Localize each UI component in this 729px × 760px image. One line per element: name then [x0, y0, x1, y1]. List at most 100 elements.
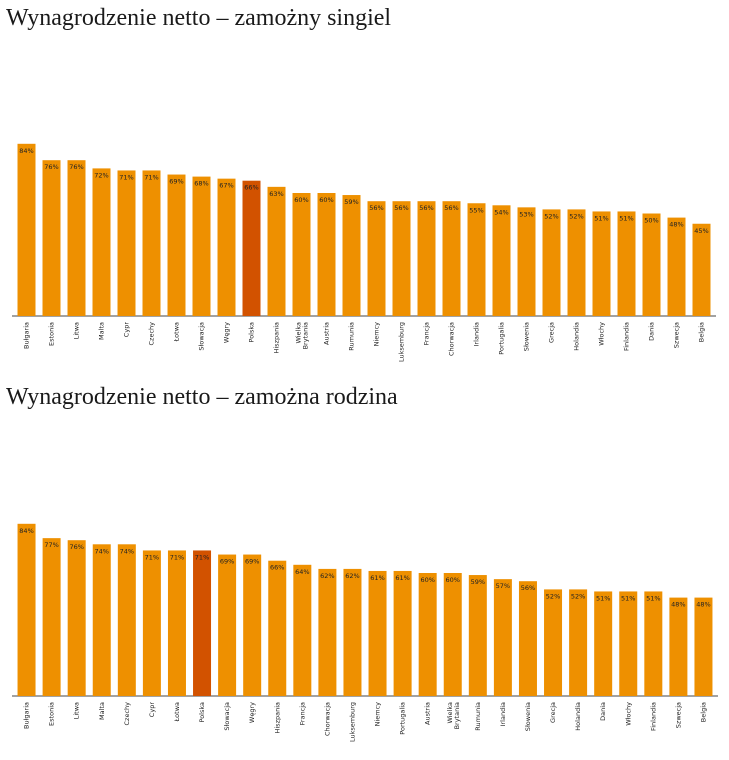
data-label: 69%	[220, 558, 234, 566]
category-label: Słowacja	[223, 702, 231, 731]
category-label: Portugalia	[498, 322, 506, 355]
category-label: Szwecja	[673, 322, 681, 348]
data-label: 69%	[169, 178, 183, 186]
data-label: 67%	[219, 182, 233, 190]
category-label: Hiszpania	[273, 322, 281, 354]
data-label: 62%	[345, 572, 359, 580]
bar-6	[142, 550, 161, 696]
category-label: Cypr	[148, 702, 156, 718]
bar-25	[617, 211, 636, 316]
category-label: Węgry	[223, 322, 231, 343]
bar-4	[92, 544, 111, 696]
category-label: Niemcy	[373, 322, 381, 347]
bar-3	[67, 540, 86, 696]
bar-12	[292, 193, 311, 316]
data-label: 64%	[295, 568, 309, 576]
category-label: Łotwa	[173, 322, 181, 342]
data-label: 50%	[644, 217, 658, 225]
data-label: 53%	[519, 210, 533, 218]
category-label: Luksemburg	[348, 702, 356, 742]
data-label: 71%	[119, 173, 133, 181]
data-label: 56%	[419, 204, 433, 212]
data-label: 60%	[319, 196, 333, 204]
category-label: Włochy	[598, 322, 606, 346]
data-label: 77%	[44, 541, 58, 549]
data-label: 76%	[69, 543, 83, 551]
bar-17	[417, 201, 436, 316]
bar-14	[342, 195, 361, 316]
category-label: WielkaBrytania	[446, 702, 461, 729]
data-label: 52%	[546, 592, 560, 600]
category-label: WielkaBrytania	[295, 322, 310, 349]
bar-8	[192, 176, 211, 316]
bar-27	[667, 217, 686, 316]
bar-7	[167, 550, 186, 696]
data-label: 56%	[369, 204, 383, 212]
data-label: 74%	[95, 547, 109, 555]
category-label: Grecja	[548, 322, 556, 343]
bar-8	[193, 550, 212, 696]
category-label: Dania	[599, 702, 607, 721]
bar-14	[343, 568, 362, 696]
data-label: 63%	[269, 190, 283, 198]
bar-20	[492, 205, 511, 316]
data-label: 84%	[19, 147, 33, 155]
bar-1	[17, 523, 36, 696]
data-label: 48%	[669, 221, 683, 229]
category-label: Finlandia	[649, 702, 657, 731]
category-label: Chorwacja	[448, 322, 456, 356]
data-label: 76%	[44, 163, 58, 171]
data-label: 57%	[496, 582, 510, 590]
category-label: Irlandia	[473, 322, 481, 346]
data-label: 51%	[646, 594, 660, 602]
data-label: 60%	[446, 576, 460, 584]
bar-22	[544, 589, 563, 696]
category-label: Holandia	[573, 322, 581, 351]
data-label: 54%	[494, 208, 508, 216]
bar-16	[393, 570, 412, 696]
bar-20	[493, 579, 512, 696]
bar-26	[642, 213, 661, 316]
data-label: 71%	[144, 173, 158, 181]
category-label: Belgia	[698, 322, 706, 342]
bar-21	[518, 581, 537, 696]
category-label: Litwa	[73, 702, 81, 719]
category-label: Hiszpania	[273, 702, 281, 734]
category-label: Łotwa	[173, 702, 181, 722]
category-label: Estonia	[48, 702, 56, 726]
category-label: Portugalia	[399, 702, 407, 735]
data-label: 59%	[471, 578, 485, 586]
data-label: 66%	[270, 564, 284, 572]
bar-22	[542, 209, 561, 316]
data-label: 45%	[694, 227, 708, 235]
bar-15	[368, 570, 387, 696]
category-label: Niemcy	[374, 702, 382, 727]
bar-11	[268, 560, 287, 696]
data-label: 60%	[420, 576, 434, 584]
bar-4	[92, 168, 111, 316]
category-label: Luksemburg	[398, 322, 406, 362]
category-label: Finlandia	[623, 322, 631, 351]
bar-28	[692, 223, 711, 316]
bar-24	[594, 591, 613, 696]
bar-13	[317, 193, 336, 316]
category-label: Belgia	[699, 702, 707, 722]
category-label: Szwecja	[674, 702, 682, 728]
bar-1	[17, 143, 36, 316]
bar-19	[468, 575, 487, 696]
data-label: 66%	[244, 184, 258, 192]
bar-25	[619, 591, 638, 696]
data-label: 59%	[344, 198, 358, 206]
category-label: Francja	[298, 702, 306, 725]
category-label: Słowenia	[524, 702, 532, 731]
category-label: Rumunia	[348, 322, 356, 351]
bar-23	[569, 589, 588, 696]
category-label: Dania	[648, 322, 656, 341]
bar-9	[218, 554, 237, 696]
data-label: 61%	[370, 574, 384, 582]
category-label: Austria	[424, 702, 432, 725]
category-label: Bułgaria	[23, 322, 31, 349]
data-label: 52%	[544, 212, 558, 220]
category-label: Włochy	[624, 702, 632, 726]
